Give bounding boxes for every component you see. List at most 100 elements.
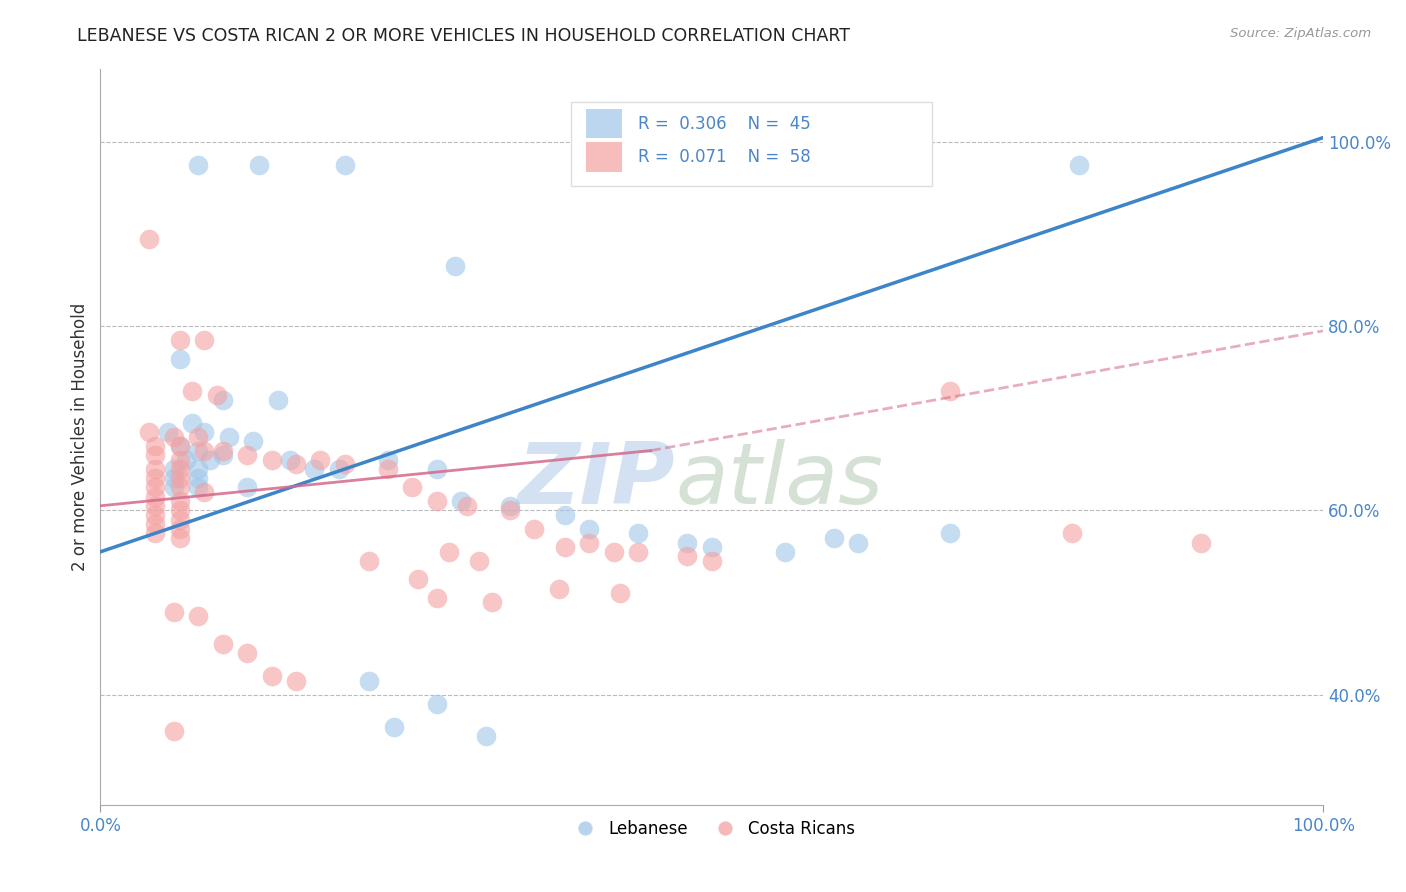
- Point: [187, 609, 209, 624]
- Point: [145, 471, 167, 485]
- Point: [247, 158, 270, 172]
- Point: [145, 462, 167, 476]
- Point: [169, 439, 191, 453]
- Point: [823, 531, 845, 545]
- Point: [193, 443, 215, 458]
- Point: [236, 646, 259, 660]
- Point: [382, 720, 405, 734]
- Point: [138, 425, 160, 439]
- Point: [627, 526, 650, 541]
- Point: [145, 448, 167, 462]
- Text: R =  0.306    N =  45: R = 0.306 N = 45: [638, 115, 811, 133]
- Point: [169, 503, 191, 517]
- Point: [285, 673, 308, 688]
- Point: [163, 471, 186, 485]
- Point: [554, 508, 576, 522]
- Point: [211, 443, 233, 458]
- Text: atlas: atlas: [675, 440, 883, 523]
- Text: ZIP: ZIP: [517, 440, 675, 523]
- Point: [181, 384, 204, 398]
- Point: [236, 448, 259, 462]
- Point: [218, 430, 240, 444]
- Point: [145, 490, 167, 504]
- Point: [211, 637, 233, 651]
- Point: [1189, 535, 1212, 549]
- Bar: [586, 142, 623, 171]
- Point: [163, 724, 186, 739]
- Point: [211, 392, 233, 407]
- Point: [1067, 158, 1090, 172]
- Point: [169, 494, 191, 508]
- Point: [187, 462, 209, 476]
- Point: [444, 260, 467, 274]
- Point: [266, 392, 288, 407]
- Point: [187, 443, 209, 458]
- Point: [309, 452, 332, 467]
- Point: [523, 522, 546, 536]
- Point: [1062, 526, 1084, 541]
- Point: [474, 729, 496, 743]
- Point: [169, 351, 191, 366]
- Point: [169, 513, 191, 527]
- Point: [169, 480, 191, 494]
- Point: [377, 462, 399, 476]
- Point: [187, 480, 209, 494]
- Point: [700, 554, 723, 568]
- Point: [848, 535, 870, 549]
- Point: [773, 545, 796, 559]
- Point: [163, 462, 186, 476]
- Point: [138, 232, 160, 246]
- Point: [145, 499, 167, 513]
- Point: [359, 673, 381, 688]
- Point: [450, 494, 472, 508]
- Point: [163, 480, 186, 494]
- Point: [333, 158, 356, 172]
- Point: [401, 480, 423, 494]
- Text: Source: ZipAtlas.com: Source: ZipAtlas.com: [1230, 27, 1371, 40]
- Y-axis label: 2 or more Vehicles in Household: 2 or more Vehicles in Household: [72, 302, 89, 571]
- Point: [406, 573, 429, 587]
- Point: [169, 439, 191, 453]
- Point: [169, 522, 191, 536]
- Point: [156, 425, 179, 439]
- Point: [359, 554, 381, 568]
- Text: R =  0.071    N =  58: R = 0.071 N = 58: [638, 148, 811, 166]
- Point: [456, 499, 478, 513]
- Point: [333, 458, 356, 472]
- Point: [328, 462, 350, 476]
- Point: [278, 452, 301, 467]
- Point: [260, 669, 283, 683]
- Point: [426, 494, 449, 508]
- Point: [145, 480, 167, 494]
- FancyBboxPatch shape: [571, 102, 932, 186]
- Point: [627, 545, 650, 559]
- Point: [187, 430, 209, 444]
- Point: [169, 452, 191, 467]
- Point: [163, 605, 186, 619]
- Point: [285, 458, 308, 472]
- Point: [169, 471, 191, 485]
- Point: [145, 439, 167, 453]
- Legend: Lebanese, Costa Ricans: Lebanese, Costa Ricans: [562, 814, 862, 845]
- Point: [481, 595, 503, 609]
- Point: [187, 158, 209, 172]
- Point: [193, 425, 215, 439]
- Point: [603, 545, 626, 559]
- Point: [499, 499, 522, 513]
- Point: [499, 503, 522, 517]
- Point: [437, 545, 460, 559]
- Point: [174, 452, 197, 467]
- Point: [304, 462, 326, 476]
- Point: [242, 434, 264, 449]
- Bar: [586, 109, 623, 138]
- Point: [377, 452, 399, 467]
- Point: [468, 554, 491, 568]
- Point: [163, 430, 186, 444]
- Point: [200, 452, 222, 467]
- Point: [145, 517, 167, 532]
- Point: [700, 540, 723, 554]
- Point: [145, 526, 167, 541]
- Point: [426, 591, 449, 605]
- Point: [609, 586, 631, 600]
- Point: [939, 526, 962, 541]
